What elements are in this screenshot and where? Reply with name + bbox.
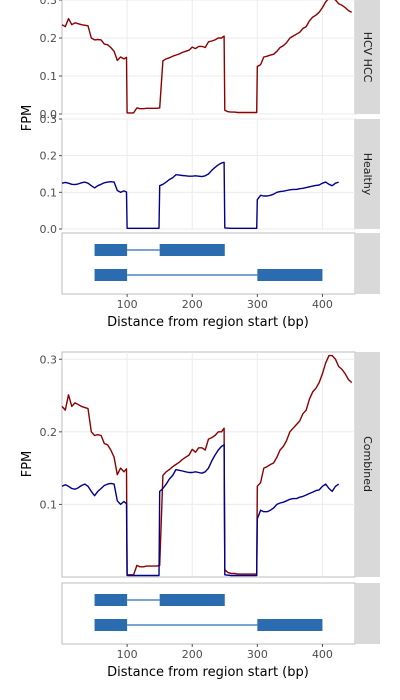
- y-tick-label: 0.2: [40, 32, 58, 45]
- strip-combined: [355, 352, 380, 577]
- exon-block: [94, 619, 128, 631]
- x-tick-label: 400: [312, 648, 333, 661]
- x-axis-title-bottom: Distance from region start (bp): [107, 665, 309, 680]
- x-axis-title-top: Distance from region start (bp): [107, 315, 309, 330]
- y-tick-label: 0.3: [40, 353, 58, 366]
- x-ticks-top: 100 200 300 400: [117, 294, 333, 311]
- y-tick-label: 0.1: [40, 498, 58, 511]
- x-tick-label: 400: [312, 298, 333, 311]
- panel-healthy: 0.0 0.1 0.2 0.3: [40, 113, 356, 236]
- exon-block: [159, 594, 225, 606]
- bottom-figure: 0.1 0.2 0.3 Combined 100 200 300 400 Distance…: [20, 351, 380, 680]
- x-tick-label: 100: [117, 648, 138, 661]
- x-tick-label: 100: [117, 298, 138, 311]
- transcript-track-top: [61, 232, 356, 295]
- y-axis-title-top: FPM: [20, 105, 35, 132]
- exon-block: [159, 244, 225, 256]
- exon-block: [257, 269, 323, 281]
- strip-label-hcv-hcc: HCV HCC: [361, 32, 374, 83]
- panel-background: [61, 351, 356, 578]
- strip-label-healthy: Healthy: [361, 153, 374, 196]
- strip-label-combined: Combined: [361, 436, 374, 492]
- x-tick-label: 200: [182, 298, 203, 311]
- y-tick-label: 0.0: [40, 108, 58, 121]
- y-axis-title-bottom: FPM: [20, 451, 35, 478]
- series-line-healthy: [61, 161, 339, 230]
- x-tick-label: 300: [247, 648, 268, 661]
- transcript-track-bottom: [61, 582, 356, 645]
- strip-track-bottom: [355, 583, 380, 644]
- track-background: [61, 232, 356, 295]
- y-tick-label: 0.2: [40, 150, 58, 163]
- track-background: [61, 582, 356, 645]
- y-tick-label: 0.2: [40, 426, 58, 439]
- y-tick-label: 0.1: [40, 70, 58, 83]
- exon-block: [94, 244, 128, 256]
- x-tick-label: 200: [182, 648, 203, 661]
- top-figure: 0.0 0.1 0.2 0.3 HCV HCC 0.0 0.1 0.2 0.3 Health…: [20, 0, 380, 330]
- exon-block: [94, 594, 128, 606]
- series-line-healthy: [61, 444, 340, 577]
- series-line-hcv-hcc: [61, 354, 353, 576]
- x-ticks-bottom: 100 200 300 400: [117, 644, 333, 661]
- exon-block: [94, 269, 128, 281]
- strip-healthy: [355, 119, 380, 229]
- strip-track-top: [355, 233, 380, 294]
- y-tick-label: 0.0: [40, 223, 58, 236]
- y-tick-label: 0.3: [40, 0, 58, 7]
- strip-hcv-hcc: [355, 0, 380, 114]
- series-line-hcv-hcc: [61, 0, 353, 114]
- y-tick-label: 0.3: [40, 113, 58, 126]
- x-tick-label: 300: [247, 298, 268, 311]
- y-tick-label: 0.1: [40, 186, 58, 199]
- panel-hcv-hcc: 0.0 0.1 0.2 0.3: [40, 0, 356, 121]
- panel-background: [61, 0, 356, 115]
- exon-block: [257, 619, 323, 631]
- panel-combined: 0.1 0.2 0.3: [40, 351, 356, 578]
